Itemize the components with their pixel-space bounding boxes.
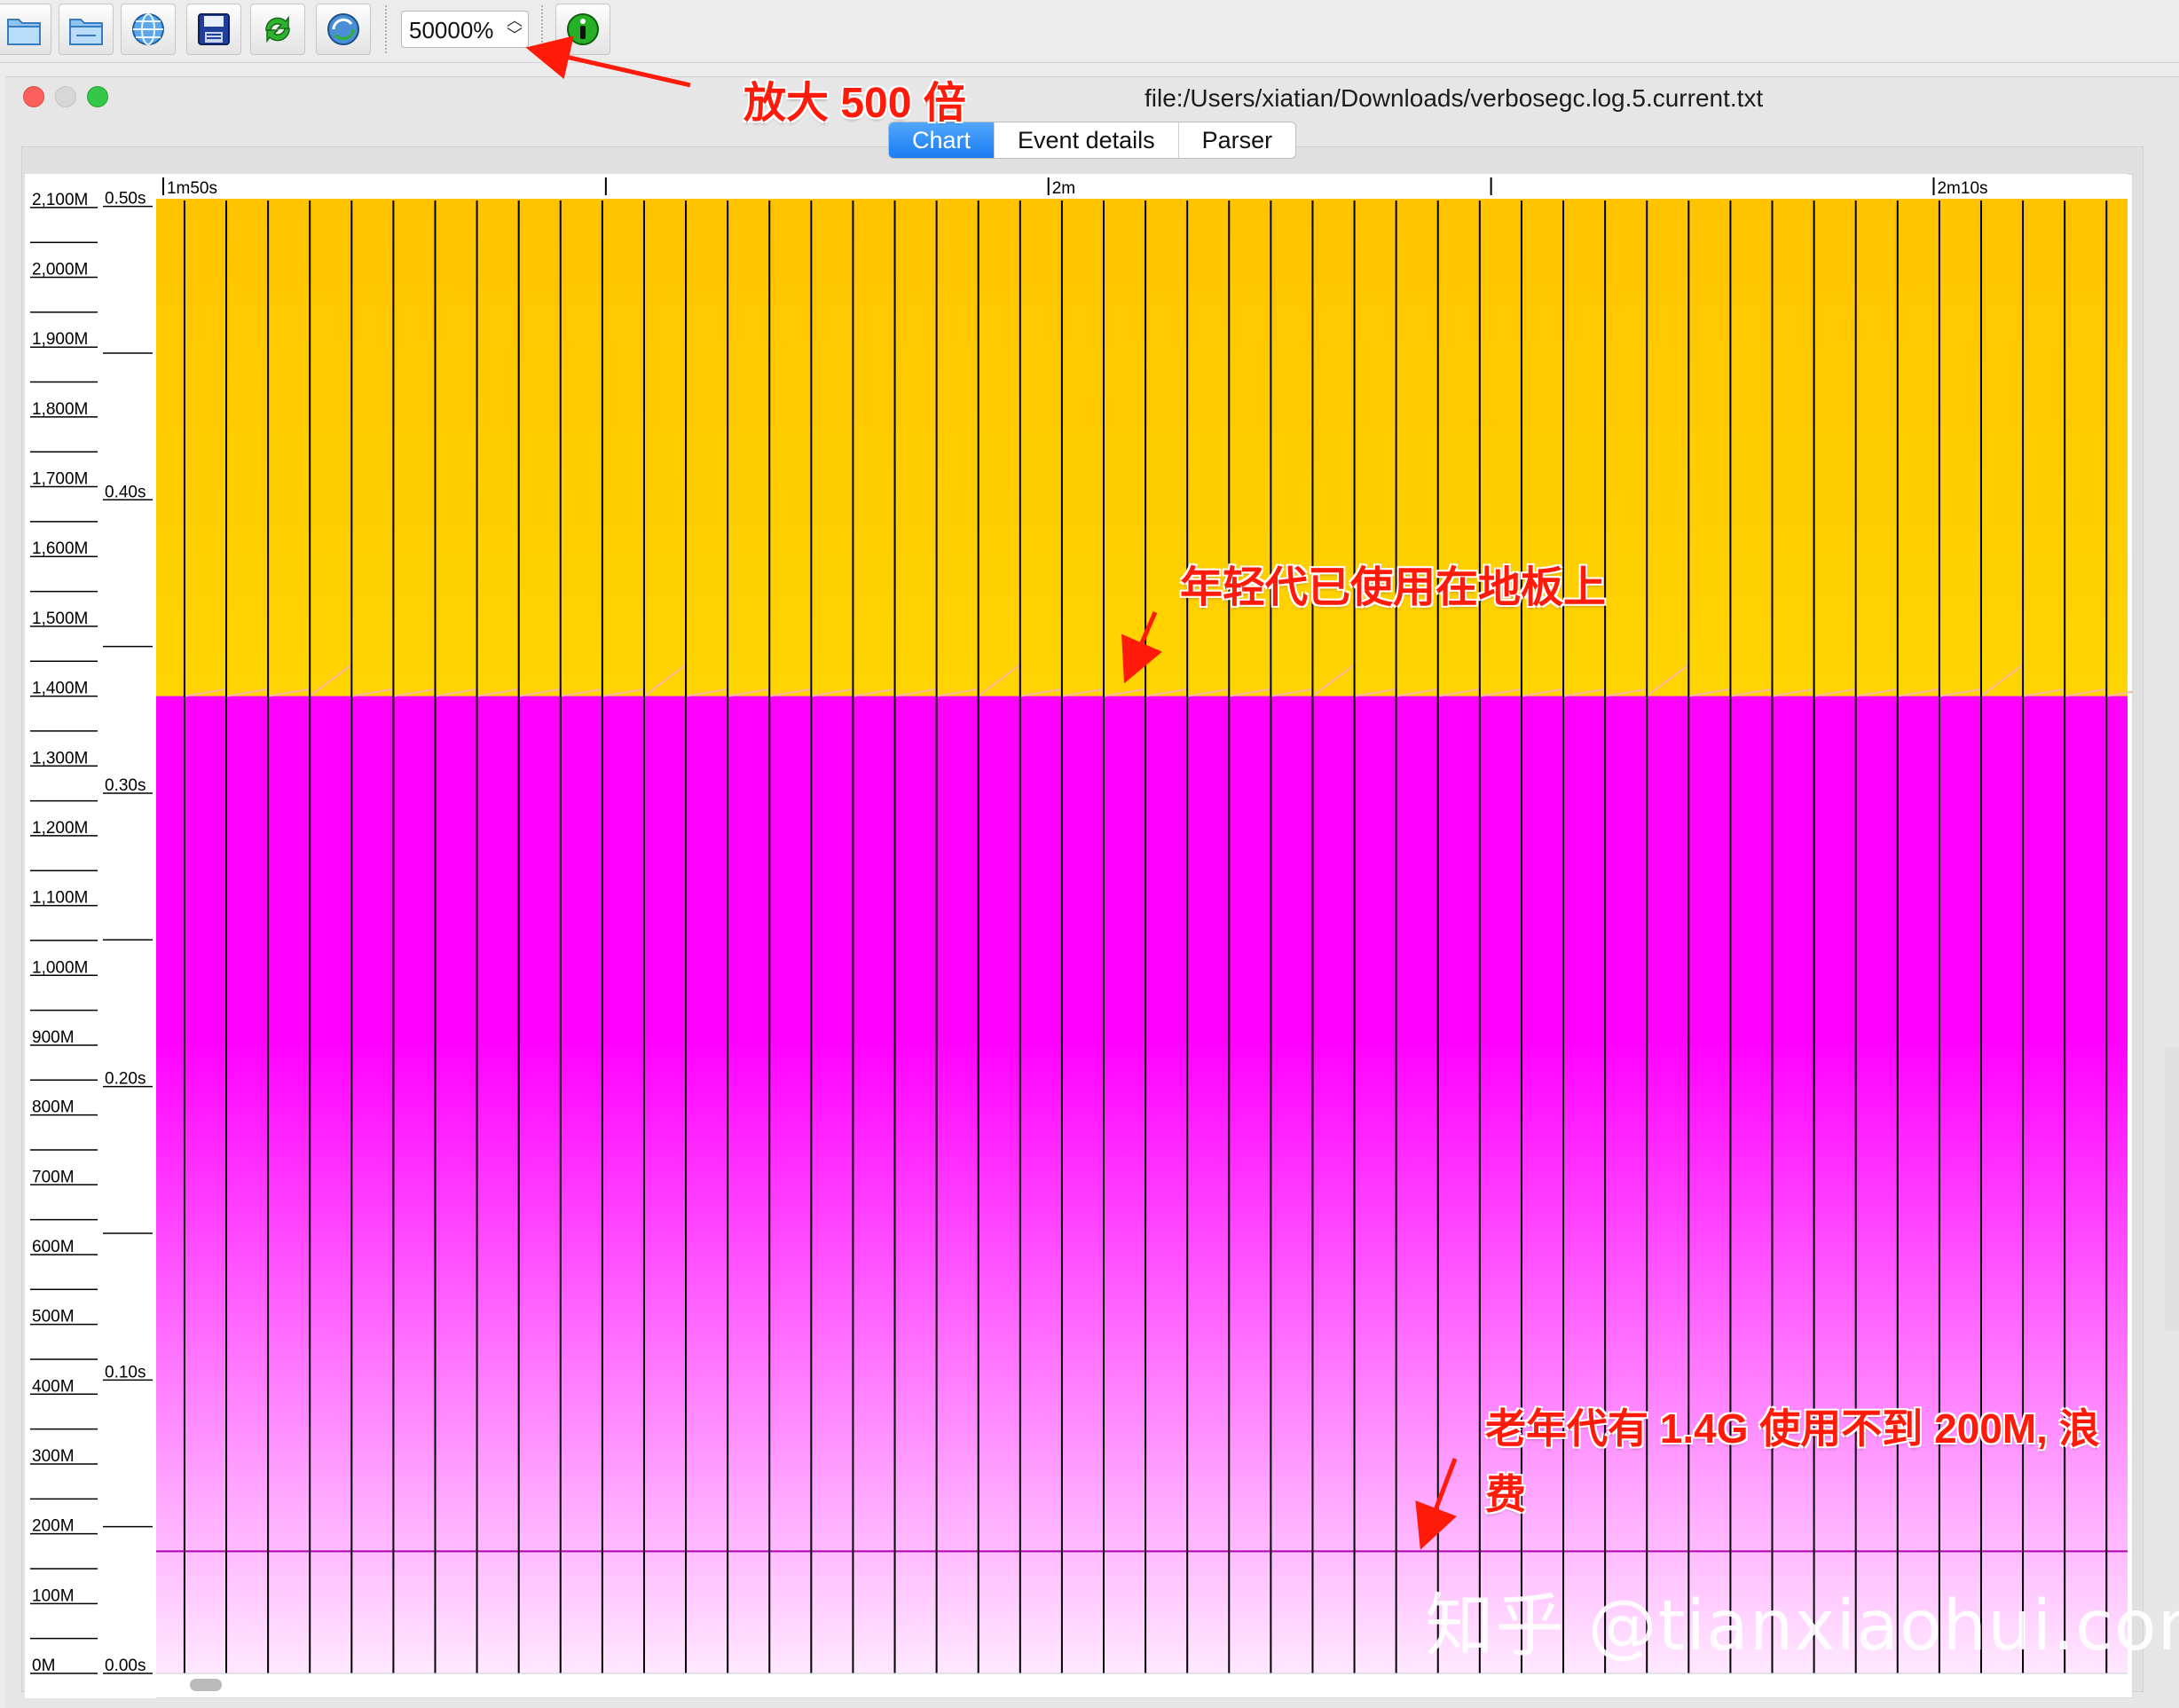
axis-clip	[25, 174, 156, 186]
time-tick-label: 1m50s	[167, 179, 217, 198]
minimize-window-button[interactable]	[55, 86, 76, 107]
memory-tick-label: 2,100M	[32, 191, 88, 209]
tenured-gen-area	[156, 696, 2128, 1674]
reload-button[interactable]	[250, 4, 305, 55]
pause-tick-label: 0.40s	[105, 483, 146, 501]
toolbar-separator	[385, 5, 387, 53]
tab-parser[interactable]: Parser	[1177, 122, 1296, 158]
save-icon	[198, 13, 230, 45]
memory-tick-label: 200M	[32, 1517, 75, 1536]
memory-tick-label: 1,400M	[32, 680, 88, 698]
zoom-window-button[interactable]	[87, 86, 108, 107]
young-gen-top	[156, 197, 2128, 202]
young-gen-area	[156, 201, 2128, 697]
open-series-icon	[69, 19, 103, 45]
time-axis-area	[156, 174, 2128, 199]
memory-tick-label: 1,000M	[32, 958, 88, 977]
zoom-annotation-arrow	[525, 35, 691, 88]
memory-tick-label: 1,900M	[32, 330, 88, 349]
pause-tick-label: 0.00s	[105, 1657, 146, 1675]
refresh-icon	[265, 15, 290, 43]
memory-tick-label: 600M	[32, 1238, 75, 1256]
zoom-annotation: 放大 500 倍	[743, 80, 966, 127]
close-window-button[interactable]	[23, 86, 44, 107]
time-tick-label: 2m	[1052, 179, 1075, 198]
memory-tick-label: 100M	[32, 1586, 75, 1605]
watch-icon	[327, 13, 359, 45]
open-folder-icon	[7, 19, 41, 45]
memory-tick-label: 700M	[32, 1168, 75, 1186]
memory-tick-label: 1,800M	[32, 400, 88, 419]
zoom-spinner[interactable]: 50000% ︿ ﹀	[401, 11, 529, 48]
memory-tick-label: 1,500M	[32, 610, 88, 628]
time-tick-label: 2m10s	[1937, 179, 1987, 198]
open-url-button[interactable]	[121, 4, 176, 55]
pause-tick-label: 0.20s	[105, 1070, 146, 1089]
memory-tick-label: 800M	[32, 1098, 75, 1117]
gc-chart[interactable]: 1m50s 2m 2m10s 0M 100M 200M 300M 400M 500M 600M 70…	[25, 174, 2133, 1698]
memory-tick-label: 1,100M	[32, 889, 88, 908]
memory-tick-label: 1,300M	[32, 749, 88, 767]
pause-tick-label: 0.30s	[105, 776, 146, 795]
open-series-button[interactable]	[59, 4, 114, 55]
tab-event-details[interactable]: Event details	[994, 122, 1178, 158]
memory-tick-label: 1,600M	[32, 539, 88, 558]
memory-tick-label: 0M	[32, 1657, 55, 1675]
memory-tick-label: 900M	[32, 1028, 75, 1047]
young-gen-annotation: 年轻代已使用在地板上	[1180, 564, 1607, 611]
toolbar-separator	[541, 5, 543, 53]
watch-button[interactable]	[316, 4, 371, 55]
young-annotation-arrow	[1121, 611, 1162, 684]
memory-tick-label: 300M	[32, 1447, 75, 1466]
toolbar: 50000% ︿ ﹀	[0, 0, 2179, 63]
spinner-arrows-icon[interactable]: ︿ ﹀	[507, 12, 523, 44]
scroll-thumb[interactable]	[190, 1679, 222, 1691]
memory-tick-label: 400M	[32, 1377, 75, 1396]
side-scrollbar[interactable]	[2165, 1047, 2179, 1331]
memory-tick-label: 1,700M	[32, 470, 88, 489]
open-file-button[interactable]	[0, 4, 51, 55]
old-gen-annotation-line1: 老年代有 1.4G 使用不到 200M, 浪	[1485, 1405, 2100, 1452]
tab-bar: Chart Event details Parser	[888, 122, 1297, 159]
save-button[interactable]	[186, 4, 241, 55]
old-annotation-arrow	[1415, 1458, 1458, 1550]
tab-chart[interactable]: Chart	[889, 122, 995, 158]
pause-tick-label: 0.10s	[105, 1363, 146, 1381]
memory-tick-label: 2,000M	[32, 261, 88, 279]
globe-icon	[132, 13, 164, 45]
memory-tick-label: 500M	[32, 1308, 75, 1326]
old-gen-annotation-line2: 费	[1485, 1471, 1526, 1517]
watermark: 知乎 @tianxiaohui.com	[1425, 1586, 2179, 1666]
pause-tick-label: 0.50s	[105, 190, 146, 209]
y-axis-area	[25, 174, 156, 1698]
window-title: file:/Users/xiatian/Downloads/verbosegc.…	[1145, 84, 1764, 112]
memory-tick-label: 1,200M	[32, 819, 88, 838]
zoom-value: 50000%	[409, 17, 494, 43]
horizontal-scrollbar[interactable]	[154, 1675, 2133, 1695]
info-icon	[567, 13, 599, 45]
